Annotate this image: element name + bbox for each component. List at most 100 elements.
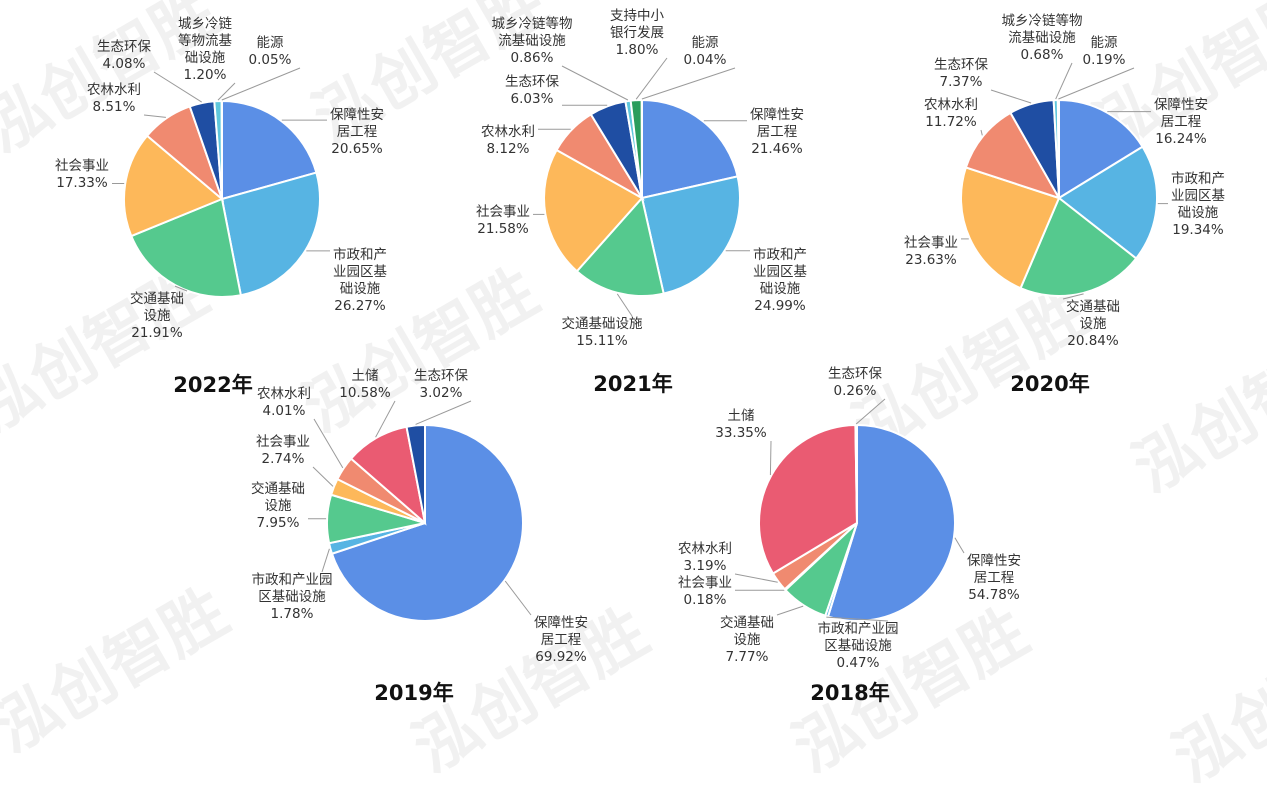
slice-percent: 2.74% [262, 451, 305, 467]
leader-line [416, 401, 471, 424]
slice-label: 生态环保 [828, 366, 882, 382]
slice-percent: 15.11% [576, 333, 628, 349]
slice-percent: 3.02% [420, 385, 463, 401]
slice-label: 土储 [352, 368, 379, 384]
slice-percent: 10.58% [339, 385, 391, 401]
slice-percent: 21.58% [477, 221, 529, 237]
slice-label: 业园区基 [333, 263, 387, 280]
leader-line [777, 606, 803, 615]
slice-label: 农林水利 [257, 386, 311, 402]
leader-line [770, 441, 771, 475]
leader-line [636, 58, 667, 99]
slice-percent: 1.80% [616, 42, 659, 58]
slice-label: 交通基础 [720, 614, 774, 631]
leader-line [314, 419, 343, 468]
slice-percent: 7.37% [940, 74, 983, 90]
slice-label: 居工程 [541, 632, 582, 648]
slice-label: 农林水利 [87, 82, 141, 98]
leader-line [991, 90, 1031, 103]
slice-percent: 8.51% [93, 99, 136, 115]
slice-percent: 0.68% [1021, 47, 1064, 63]
slice-label: 居工程 [1161, 114, 1202, 130]
slice-label: 社会事业 [55, 158, 109, 174]
pie-slice [1058, 100, 1059, 198]
slice-percent: 33.35% [715, 425, 767, 441]
slice-label: 农林水利 [924, 97, 978, 113]
slice-label: 城乡冷链等物 [492, 15, 573, 32]
slice-label: 能源 [1091, 35, 1119, 51]
leader-line [981, 130, 982, 135]
slice-label: 市政和产 [333, 246, 387, 263]
slice-label: 交通基础 [1066, 298, 1120, 315]
pie-chart-2: 保障性安居工程16.24%市政和产业园区基础设施19.34%交通基础设施20.8… [904, 12, 1225, 396]
slice-label: 能源 [692, 35, 720, 51]
slice-label: 础设施 [760, 281, 801, 297]
slice-percent: 7.95% [257, 515, 300, 531]
slice-label: 础设施 [185, 50, 226, 66]
slice-percent: 69.92% [535, 649, 587, 665]
slice-percent: 4.01% [263, 403, 306, 419]
slice-label: 土储 [728, 408, 755, 424]
slice-label: 设施 [265, 498, 292, 514]
slice-label: 业园区基 [1171, 187, 1225, 204]
slice-label: 保障性安 [330, 107, 384, 123]
slice-label: 生态环保 [505, 74, 559, 90]
leader-line [735, 574, 778, 582]
leader-line [218, 83, 235, 100]
pie-chart-0: 保障性安居工程20.65%市政和产业园区基础设施26.27%交通基础设施21.9… [55, 16, 387, 397]
chart-title: 2018年 [810, 681, 889, 705]
slice-label: 社会事业 [904, 235, 958, 251]
slice-label: 居工程 [337, 124, 378, 140]
chart-title: 2020年 [1010, 372, 1089, 396]
slice-label: 城乡冷链等物 [1002, 12, 1083, 29]
slice-label: 银行发展 [610, 25, 664, 41]
slice-percent: 0.05% [249, 52, 292, 68]
slice-label: 社会事业 [678, 575, 732, 591]
slice-percent: 0.47% [837, 655, 880, 671]
slice-label: 市政和产业园 [818, 620, 899, 637]
leader-line [322, 549, 329, 572]
chart-title: 2022年 [173, 373, 252, 397]
slice-label: 保障性安 [967, 553, 1021, 569]
slice-percent: 4.08% [103, 56, 146, 72]
slice-label: 能源 [257, 35, 284, 51]
slice-label: 居工程 [974, 570, 1015, 586]
slice-label: 保障性安 [1154, 97, 1208, 113]
slice-percent: 0.18% [684, 592, 727, 608]
slice-label: 保障性安 [750, 107, 804, 123]
slice-label: 交通基础设施 [562, 315, 643, 332]
slice-label: 区基础设施 [824, 637, 892, 654]
leader-line [617, 294, 632, 316]
slice-percent: 23.63% [905, 252, 957, 268]
slice-label: 居工程 [757, 124, 798, 140]
slice-label: 保障性安 [534, 615, 588, 631]
slice-label: 农林水利 [481, 124, 535, 140]
slice-percent: 6.03% [511, 91, 554, 107]
slice-percent: 17.33% [56, 175, 108, 191]
slice-label: 生态环保 [414, 368, 468, 384]
pie-chart-grid: 泓创智胜 泓创智胜 泓创智胜 泓创智胜 泓创智胜 泓创智胜 泓创智胜 泓创智胜 … [0, 0, 1267, 713]
slice-percent: 21.46% [751, 141, 803, 157]
slice-label: 生态环保 [934, 57, 988, 73]
slice-percent: 26.27% [334, 298, 386, 314]
leader-line [144, 115, 166, 117]
slice-label: 市政和产 [1171, 170, 1225, 187]
slice-label: 农林水利 [678, 541, 732, 557]
chart-title: 2021年 [593, 372, 672, 396]
slice-percent: 20.65% [331, 141, 383, 157]
slice-label: 市政和产业园 [252, 571, 333, 588]
slice-percent: 8.12% [487, 141, 530, 157]
leader-line [955, 538, 964, 553]
slice-percent: 21.91% [131, 325, 183, 341]
charts-svg: 保障性安居工程20.65%市政和产业园区基础设施26.27%交通基础设施21.9… [0, 0, 1267, 713]
pie-chart-4: 保障性安居工程54.78%市政和产业园区基础设施0.47%交通基础设施7.77%… [678, 366, 1021, 705]
slice-label: 市政和产 [753, 246, 807, 263]
slice-label: 设施 [734, 632, 762, 648]
pie-chart-3: 保障性安居工程69.92%市政和产业园区基础设施1.78%交通基础设施7.95%… [251, 368, 588, 705]
slice-label: 交通基础 [251, 480, 305, 497]
leader-line [562, 66, 628, 100]
slice-percent: 11.72% [925, 114, 977, 130]
slice-percent: 19.34% [1172, 222, 1224, 238]
slice-label: 流基础设施 [498, 32, 566, 49]
leader-line [505, 581, 531, 615]
